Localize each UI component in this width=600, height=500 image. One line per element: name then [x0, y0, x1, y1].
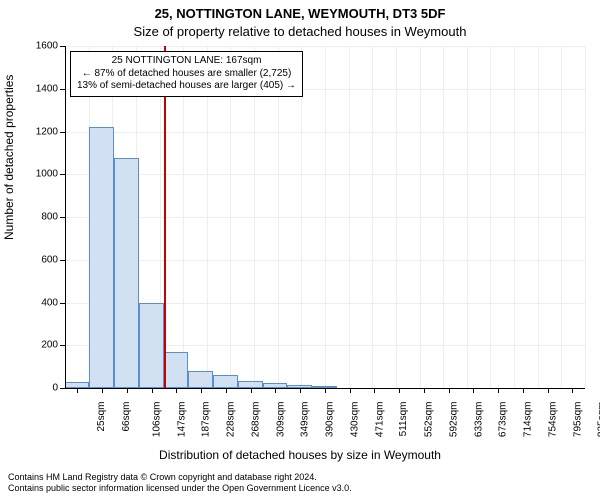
gridline-horizontal	[65, 132, 585, 133]
y-axis-line	[65, 46, 66, 388]
x-tick-label: 430sqm	[349, 402, 360, 438]
annotation-line-1: 25 NOTTINGTON LANE: 167sqm	[77, 55, 296, 68]
gridline-horizontal	[65, 217, 585, 218]
y-tick	[60, 345, 65, 346]
gridline-horizontal	[65, 46, 585, 47]
histogram-bar	[188, 371, 213, 388]
histogram-bar	[89, 127, 114, 388]
x-tick	[251, 388, 252, 393]
gridline-vertical	[585, 46, 586, 388]
y-tick-label: 600	[20, 254, 58, 265]
x-tick	[374, 388, 375, 393]
x-tick-label: 552sqm	[424, 402, 435, 438]
footer-line-2: Contains public sector information licen…	[8, 483, 352, 494]
y-tick-label: 200	[20, 340, 58, 351]
y-tick-label: 1000	[20, 169, 58, 180]
annotation-box: 25 NOTTINGTON LANE: 167sqm← 87% of detac…	[70, 51, 303, 97]
gridline-horizontal	[65, 260, 585, 261]
x-tick	[325, 388, 326, 393]
gridline-horizontal	[65, 174, 585, 175]
x-tick-label: 471sqm	[374, 402, 385, 438]
x-tick-label: 228sqm	[226, 402, 237, 438]
x-tick	[226, 388, 227, 393]
x-tick-label: 187sqm	[201, 402, 212, 438]
x-tick-label: 673sqm	[498, 402, 509, 438]
x-tick	[77, 388, 78, 393]
y-tick-label: 400	[20, 297, 58, 308]
x-tick-label: 511sqm	[398, 402, 409, 437]
x-tick	[176, 388, 177, 393]
x-tick	[350, 388, 351, 393]
chart-container: { "titles": { "address": "25, NOTTINGTON…	[0, 0, 600, 500]
x-tick	[424, 388, 425, 393]
x-tick	[399, 388, 400, 393]
y-tick	[60, 46, 65, 47]
chart-subtitle: Size of property relative to detached ho…	[0, 24, 600, 39]
x-tick	[473, 388, 474, 393]
x-tick	[523, 388, 524, 393]
annotation-line-3: 13% of semi-detached houses are larger (…	[77, 80, 296, 93]
x-tick	[300, 388, 301, 393]
x-tick	[275, 388, 276, 393]
x-tick-label: 390sqm	[325, 402, 336, 438]
histogram-bar	[139, 303, 164, 389]
x-tick-label: 795sqm	[572, 402, 583, 438]
x-tick-label: 309sqm	[275, 402, 286, 438]
property-marker-line	[164, 46, 166, 388]
footer-line-1: Contains HM Land Registry data © Crown c…	[8, 472, 352, 483]
x-tick-label: 66sqm	[121, 402, 132, 432]
y-tick	[60, 89, 65, 90]
x-tick-label: 754sqm	[547, 402, 558, 438]
x-tick-label: 592sqm	[448, 402, 459, 438]
x-tick-label: 106sqm	[151, 402, 162, 438]
y-tick	[60, 303, 65, 304]
x-tick	[152, 388, 153, 393]
x-tick	[548, 388, 549, 393]
x-axis-label: Distribution of detached houses by size …	[0, 448, 600, 462]
x-tick	[127, 388, 128, 393]
y-tick	[60, 132, 65, 133]
y-tick	[60, 217, 65, 218]
x-tick	[102, 388, 103, 393]
chart-title-address: 25, NOTTINGTON LANE, WEYMOUTH, DT3 5DF	[0, 6, 600, 21]
y-tick	[60, 388, 65, 389]
x-tick-label: 147sqm	[176, 402, 187, 438]
x-tick	[572, 388, 573, 393]
x-tick-label: 714sqm	[523, 402, 534, 438]
y-tick	[60, 174, 65, 175]
x-tick	[498, 388, 499, 393]
histogram-bar	[213, 375, 237, 388]
footer-attribution: Contains HM Land Registry data © Crown c…	[8, 472, 352, 494]
y-axis-label: Number of detached properties	[2, 75, 16, 240]
x-tick-label: 25sqm	[96, 402, 107, 432]
x-tick-label: 268sqm	[250, 402, 261, 438]
y-tick-label: 1200	[20, 126, 58, 137]
x-tick	[201, 388, 202, 393]
y-tick-label: 800	[20, 212, 58, 223]
y-tick	[60, 260, 65, 261]
y-tick-label: 1400	[20, 83, 58, 94]
histogram-bar	[114, 158, 138, 388]
x-tick-label: 633sqm	[473, 402, 484, 438]
x-tick	[449, 388, 450, 393]
x-tick-label: 349sqm	[300, 402, 311, 438]
histogram-bar	[238, 381, 263, 388]
annotation-line-2: ← 87% of detached houses are smaller (2,…	[77, 68, 296, 81]
y-tick-label: 1600	[20, 41, 58, 52]
y-tick-label: 0	[20, 383, 58, 394]
histogram-bar	[164, 352, 188, 388]
plot-area: 0200400600800100012001400160025sqm66sqm1…	[65, 46, 585, 388]
